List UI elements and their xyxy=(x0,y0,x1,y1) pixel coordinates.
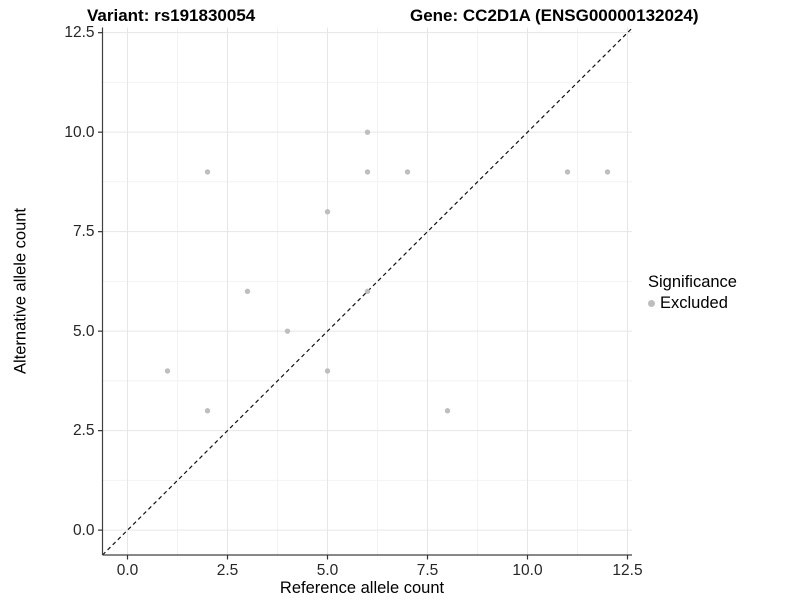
legend-item-excluded: Excluded xyxy=(648,294,737,312)
data-point xyxy=(604,169,611,175)
y-tick-label: 5.0 xyxy=(72,322,95,340)
data-point xyxy=(244,288,251,295)
x-tick-label: 10.0 xyxy=(512,562,543,579)
data-point xyxy=(204,169,211,175)
data-point xyxy=(164,368,171,374)
data-point xyxy=(364,288,371,295)
data-point xyxy=(324,209,331,215)
legend-point-icon xyxy=(648,299,655,307)
x-tick-label: 12.5 xyxy=(612,562,643,579)
y-tick-label: 7.5 xyxy=(72,223,95,241)
y-tick-label: 2.5 xyxy=(72,422,95,440)
data-point xyxy=(444,408,451,414)
x-tick-label: 7.5 xyxy=(416,562,439,579)
plot-title-variant: Variant: rs191830054 xyxy=(87,6,256,25)
legend-item-label: Excluded xyxy=(660,294,728,312)
x-axis-title: Reference allele count xyxy=(279,579,445,597)
legend: Significance Excluded xyxy=(648,272,737,312)
plot-title-gene: Gene: CC2D1A (ENSG00000132024) xyxy=(410,6,699,25)
data-point xyxy=(364,129,371,135)
x-tick-label: 2.5 xyxy=(216,562,239,579)
y-tick-label: 10.0 xyxy=(64,123,95,141)
data-point xyxy=(204,408,211,414)
data-point xyxy=(404,169,411,175)
data-point xyxy=(284,328,291,334)
y-tick-label: 12.5 xyxy=(64,24,95,42)
data-point xyxy=(364,169,371,175)
legend-title: Significance xyxy=(648,273,737,291)
data-point xyxy=(324,368,331,374)
x-tick-label: 5.0 xyxy=(316,562,339,579)
identity-dashed-line xyxy=(102,27,633,556)
y-tick-label: 0.0 xyxy=(72,521,95,539)
data-point xyxy=(564,169,571,175)
x-tick-label: 0.0 xyxy=(116,562,139,579)
